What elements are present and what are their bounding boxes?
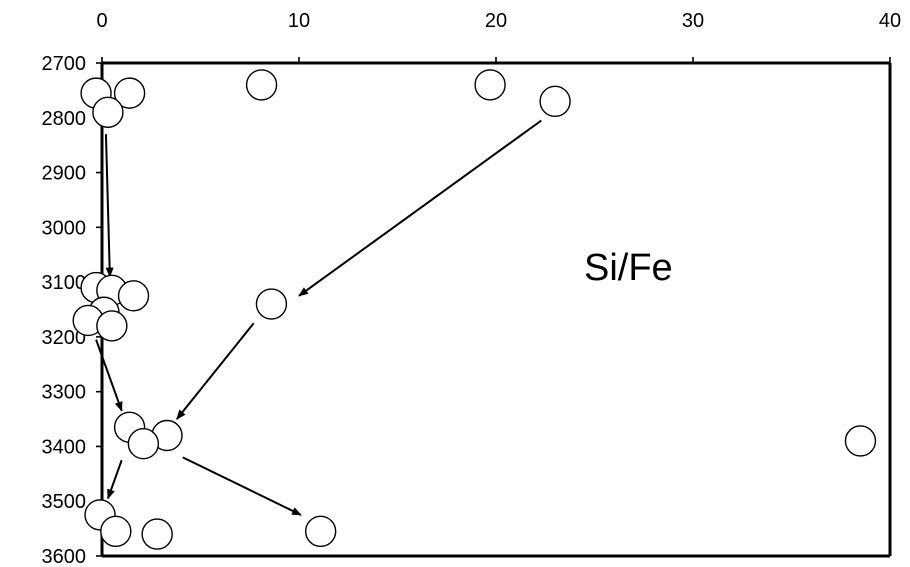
points-layer — [72, 69, 877, 550]
data-point — [474, 69, 506, 101]
y-tick-label: 3400 — [42, 436, 87, 458]
y-tick-label: 2900 — [42, 163, 87, 185]
data-point — [117, 280, 150, 312]
data-point — [255, 288, 288, 320]
trend-arrow — [176, 322, 255, 420]
data-point — [92, 96, 124, 129]
chart-annotation-si-fe: Si/Fe — [584, 247, 673, 289]
trend-arrow — [182, 456, 302, 516]
y-tick-label: 3100 — [42, 272, 87, 294]
y-tick-label: 3600 — [42, 546, 87, 567]
y-tick-label: 3200 — [42, 327, 87, 349]
data-point — [141, 518, 173, 550]
trend-arrow — [104, 134, 114, 278]
data-point — [100, 515, 132, 548]
y-tick-label: 3000 — [42, 217, 87, 239]
data-point — [113, 77, 146, 109]
y-tick-label: 3500 — [42, 491, 87, 513]
axes-layer: 0 10 20 30 40 2700 2800 2900 3000 3100 3200 3300 340… — [42, 10, 902, 567]
data-point — [539, 85, 571, 118]
trend-arrow — [298, 119, 542, 297]
x-tick-label: 0 — [96, 10, 107, 32]
y-tick-label: 2700 — [42, 53, 87, 75]
y-tick-label: 2800 — [42, 108, 87, 130]
y-tick-label: 3300 — [42, 382, 87, 404]
x-tick-label: 20 — [485, 10, 507, 32]
data-point — [844, 425, 877, 457]
trend-arrow — [106, 459, 123, 500]
data-point — [127, 428, 160, 460]
x-tick-label: 30 — [682, 10, 704, 32]
trend-arrow — [95, 339, 123, 412]
x-tick-label: 40 — [879, 10, 901, 32]
data-point — [96, 310, 128, 342]
x-tick-label: 10 — [288, 10, 310, 32]
data-point — [245, 69, 278, 101]
data-point — [304, 515, 337, 548]
arrows-layer — [95, 119, 542, 516]
